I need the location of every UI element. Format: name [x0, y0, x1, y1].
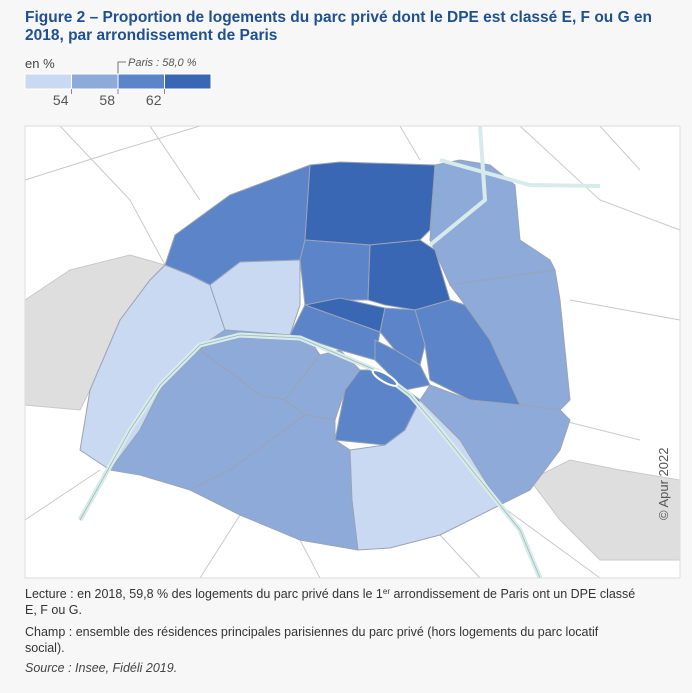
- map-border: [24, 125, 681, 579]
- legend-swatch: [164, 73, 212, 90]
- title: 2018, par arrondissement de Paris: [25, 27, 277, 44]
- streets: [24, 125, 681, 579]
- legend: en % Paris : 58,0 % 54 58 62: [24, 56, 212, 108]
- arrondissement-9: [299, 239, 371, 306]
- arrondissement-13: [349, 399, 501, 551]
- canal: [428, 125, 601, 247]
- legend-swatch: [117, 73, 165, 90]
- note-lecture: Lecture : en 2018, 59,8 % des logements …: [25, 587, 635, 601]
- legend-swatch: [24, 73, 72, 90]
- legend-tick-label: 58: [99, 92, 115, 108]
- note-text: arrondissement de Paris ont un DPE class…: [390, 587, 635, 601]
- legend-tick-label: 62: [146, 92, 162, 108]
- legend-title: en %: [25, 56, 55, 71]
- reference-bracket: [117, 61, 126, 74]
- note-lecture: E, F ou G.: [25, 603, 82, 617]
- note-champ: social).: [25, 641, 65, 655]
- island: [371, 369, 399, 387]
- legend-reference: Paris : 58,0 %: [128, 57, 197, 69]
- note-text: Lecture : en 2018, 59,8 % des logements …: [25, 587, 383, 601]
- legend-swatch: [71, 73, 119, 90]
- note-champ: Champ : ensemble des résidences principa…: [25, 625, 599, 639]
- legend-tick-label: 54: [53, 92, 69, 108]
- map: [24, 125, 681, 579]
- copyright: © Apur 2022: [656, 448, 671, 520]
- note-sup: er: [383, 587, 390, 596]
- arrondissement-18: [304, 161, 436, 246]
- arrondissement-19: [429, 159, 556, 286]
- source: Source : Insee, Fidéli 2019.: [25, 661, 177, 675]
- seine-edge: [79, 334, 541, 579]
- title: Figure 2 – Proportion de logements du pa…: [25, 9, 652, 26]
